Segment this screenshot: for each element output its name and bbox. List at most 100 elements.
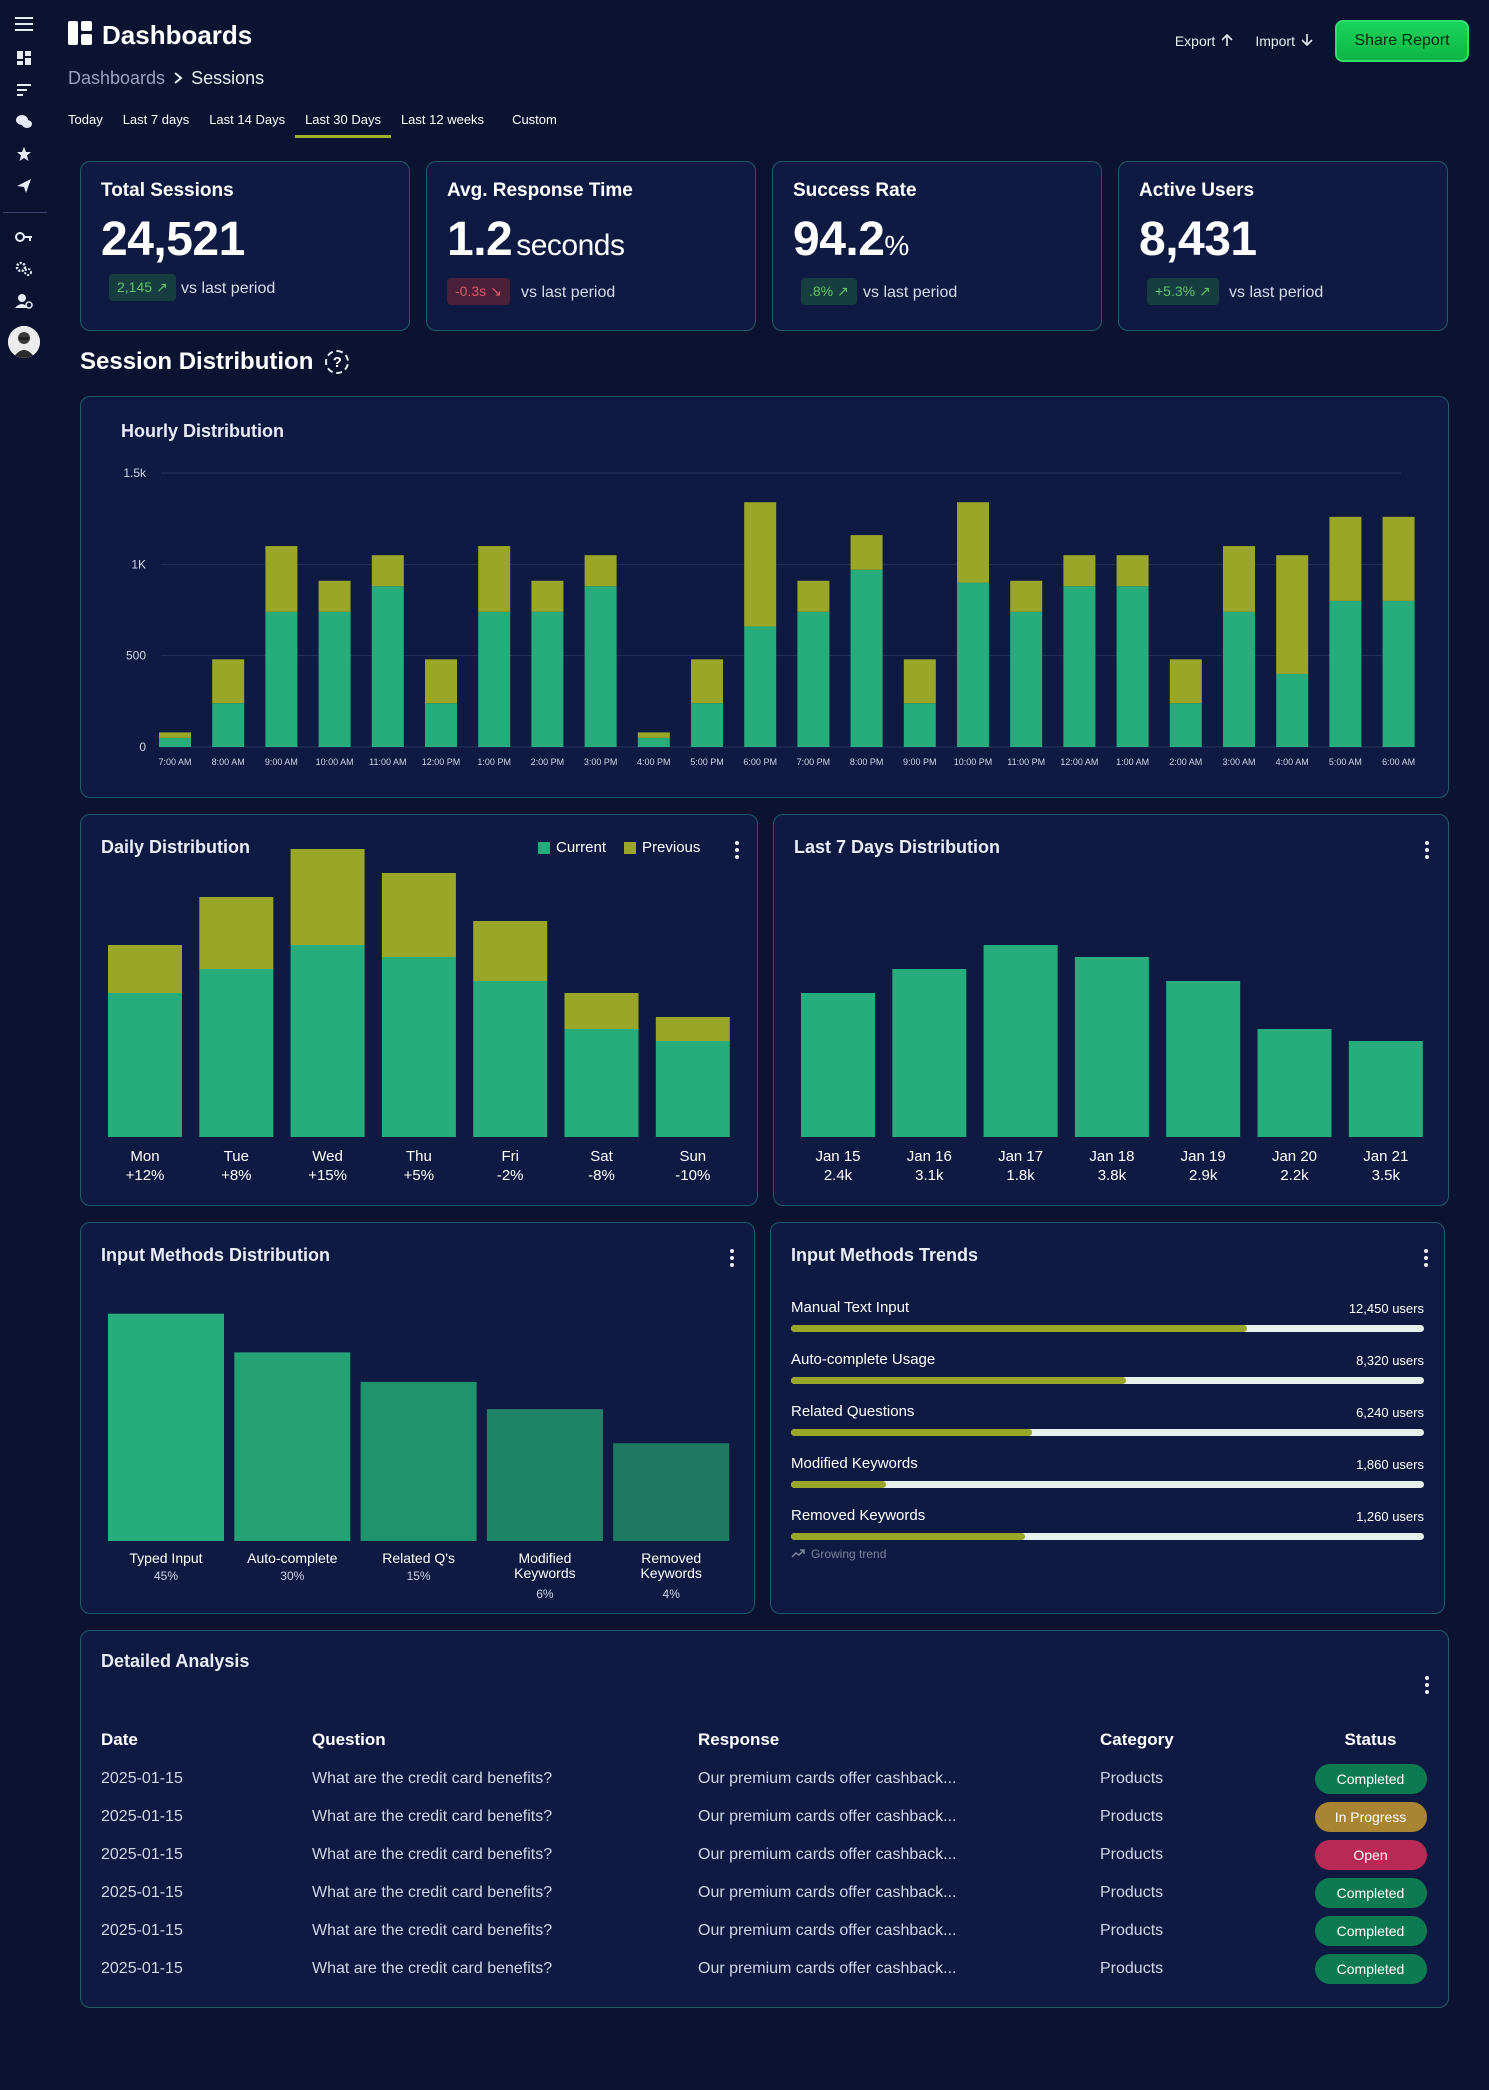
more-options-icon[interactable] (728, 1249, 736, 1267)
bar-previous (318, 580, 351, 612)
x-tick-label: Thu (406, 1148, 432, 1165)
bar (983, 945, 1058, 1137)
growing-trend-label: Growing trend (811, 1547, 887, 1561)
kpi-change-badge: 2,145 ↗ (109, 274, 176, 301)
bar-previous (381, 873, 456, 957)
x-tick-label: 10:00 PM (954, 757, 993, 767)
table-row[interactable]: 2025-01-15 What are the credit card benef… (101, 1873, 1431, 1911)
x-tick-label: 10:00 AM (316, 757, 354, 767)
table-row[interactable]: 2025-01-15 What are the credit card benef… (101, 1911, 1431, 1949)
kpi-success-rate: Success Rate 94.2% .8% ↗ vs last period (772, 161, 1102, 331)
column-header[interactable]: Category (1100, 1730, 1174, 1749)
progress-fill (791, 1377, 1127, 1384)
column-header[interactable]: Status (1344, 1730, 1397, 1749)
chart-legend: Current Previous (538, 839, 700, 856)
trend-users: 6,240 users (1356, 1405, 1424, 1420)
status-badge: In Progress (1314, 1802, 1427, 1832)
more-options-icon[interactable] (1422, 1249, 1430, 1267)
last-7-days-card: Last 7 Days Distribution Jan 15 2.4k Jan 1… (773, 814, 1449, 1206)
trend-row: Auto-complete Usage 8,320 users (791, 1351, 1424, 1399)
table-row[interactable]: 2025-01-15 What are the credit card benef… (101, 1797, 1431, 1835)
trend-row: Modified Keywords 1,860 users (791, 1455, 1424, 1503)
breadcrumb-dashboards[interactable]: Dashboards (68, 68, 166, 88)
x-tick-label: Sun (679, 1148, 706, 1165)
bar-current (1063, 586, 1096, 747)
tab-last-7-days[interactable]: Last 7 days (122, 112, 190, 127)
bar-current (655, 1041, 730, 1137)
section-title: Session Distribution ? (80, 348, 350, 376)
progress-track (791, 1377, 1424, 1384)
tab-last-30-days[interactable]: Last 30 Days (295, 112, 391, 138)
more-options-icon[interactable] (1423, 841, 1431, 859)
more-options-icon[interactable] (1423, 1676, 1431, 1694)
menu-icon[interactable] (12, 12, 36, 36)
cell-category: Products (1100, 1960, 1164, 1977)
data-label: +15% (308, 1167, 347, 1184)
key-icon[interactable] (12, 225, 36, 249)
kpi-title: Success Rate (793, 180, 917, 201)
cell-status: Completed (1310, 1949, 1431, 1987)
bar-current (691, 703, 723, 747)
trend-users: 1,860 users (1356, 1457, 1424, 1472)
table-row[interactable]: 2025-01-15 What are the credit card benef… (101, 1949, 1431, 1987)
cell-question: What are the credit card benefits? (312, 1808, 553, 1825)
input-methods-chart: Typed Input 45% Auto-complete 30% Related Q'… (108, 1313, 730, 1601)
avatar[interactable] (8, 326, 40, 358)
tab-last-14-days[interactable]: Last 14 Days (209, 112, 286, 127)
status-badge: Completed (1314, 1764, 1427, 1794)
settings-icon[interactable] (12, 257, 36, 281)
x-tick-label: 1:00 AM (1116, 757, 1149, 767)
trend-label: Manual Text Input (791, 1299, 910, 1316)
bar-current (381, 957, 456, 1137)
list-icon[interactable] (12, 78, 36, 102)
breadcrumb: Dashboards Sessions (68, 68, 264, 89)
bar-current (478, 611, 511, 747)
bar-previous (691, 659, 723, 704)
progress-track (791, 1429, 1424, 1436)
import-button[interactable]: Import (1255, 33, 1313, 50)
cell-status: Completed (1310, 1759, 1431, 1797)
bar-previous (1063, 555, 1096, 587)
cell-category: Products (1100, 1846, 1164, 1863)
data-label: 3.1k (915, 1167, 944, 1184)
table-row[interactable]: 2025-01-15 What are the credit card benef… (101, 1835, 1431, 1873)
column-header[interactable]: Response (698, 1730, 780, 1749)
table-row[interactable]: 2025-01-15 What are the credit card benef… (101, 1759, 1431, 1797)
bar-current (1116, 586, 1149, 747)
column-header[interactable]: Question (312, 1730, 386, 1749)
bar-current (531, 611, 564, 747)
tab-today[interactable]: Today (68, 112, 103, 127)
section-title-text: Session Distribution (80, 348, 314, 375)
help-icon[interactable]: ? (325, 350, 350, 374)
cell-response: Our premium cards offer cashback... (698, 1846, 957, 1863)
bar-current (903, 703, 936, 747)
x-tick-label: 3:00 AM (1222, 757, 1255, 767)
y-tick-label: 1K (131, 557, 146, 571)
kpi-title: Avg. Response Time (447, 180, 633, 201)
cell-status: In Progress (1310, 1797, 1431, 1835)
cell-question: What are the credit card benefits? (312, 1846, 553, 1863)
more-options-icon[interactable] (733, 841, 741, 859)
send-icon[interactable] (12, 174, 36, 198)
export-button[interactable]: Export (1175, 33, 1233, 50)
tab-last-12-weeks[interactable]: Last 12 weeks (400, 112, 485, 127)
trend-users: 12,450 users (1348, 1301, 1424, 1316)
bar-current (797, 611, 830, 747)
kpi-avg-response-time: Avg. Response Time 1.2 seconds -0.3s ↘ vs… (426, 161, 756, 331)
date-range-tabs: Today Last 7 days Last 14 Days Last 30 D… (68, 112, 567, 138)
bar-previous (637, 732, 670, 738)
bar-current (584, 586, 617, 747)
cell-date: 2025-01-15 (101, 1884, 183, 1901)
user-settings-icon[interactable] (12, 289, 36, 313)
share-report-button[interactable]: Share Report (1335, 20, 1469, 62)
last-7-days-chart: Jan 15 2.4k Jan 16 3.1k Jan 17 1.8k Jan 18 3.8k… (801, 945, 1423, 1184)
bar-current (371, 586, 404, 747)
data-label: -8% (588, 1167, 615, 1184)
star-icon[interactable] (12, 142, 36, 166)
bar-previous (564, 993, 639, 1029)
tab-custom[interactable]: Custom (512, 112, 557, 127)
dashboard-icon[interactable] (12, 46, 36, 70)
column-header[interactable]: Date (101, 1730, 138, 1749)
app-title: Dashboards (68, 20, 252, 51)
chat-icon[interactable] (12, 110, 36, 134)
